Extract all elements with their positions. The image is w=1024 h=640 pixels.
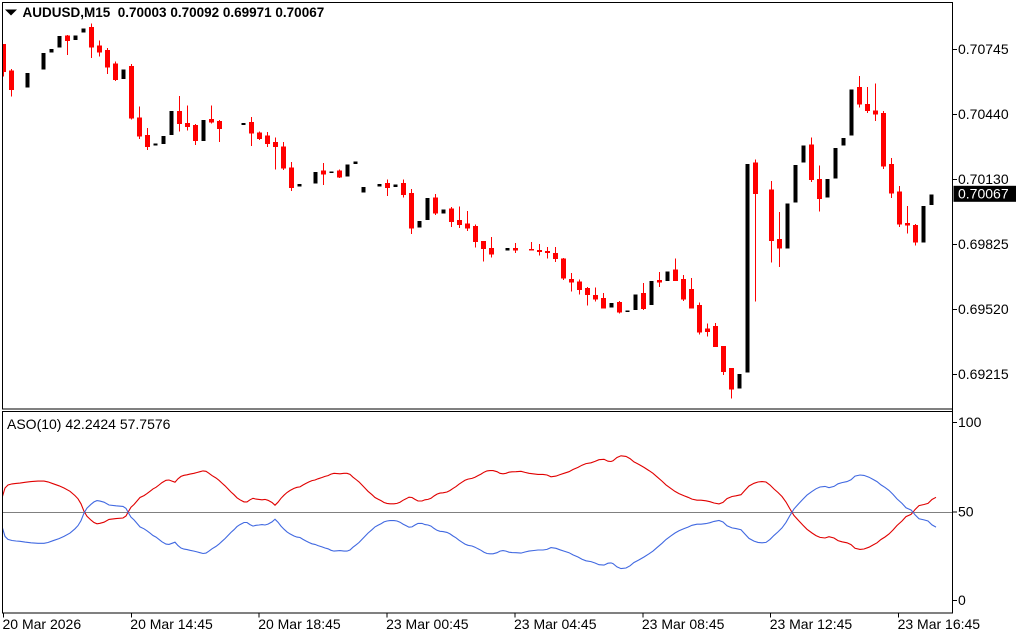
- svg-text:20 Mar 14:45: 20 Mar 14:45: [130, 616, 213, 632]
- svg-text:0.70067: 0.70067: [958, 185, 1009, 201]
- svg-text:0.69825: 0.69825: [958, 236, 1009, 252]
- svg-text:100: 100: [958, 414, 982, 430]
- svg-text:ASO(10) 42.2424 57.7576: ASO(10) 42.2424 57.7576: [7, 416, 171, 432]
- svg-text:0.70130: 0.70130: [958, 171, 1009, 187]
- svg-text:23 Mar 04:45: 23 Mar 04:45: [514, 616, 597, 632]
- svg-text:0: 0: [958, 592, 966, 608]
- svg-text:0.70440: 0.70440: [958, 106, 1009, 122]
- svg-text:0.69215: 0.69215: [958, 366, 1009, 382]
- svg-text:23 Mar 08:45: 23 Mar 08:45: [642, 616, 725, 632]
- svg-text:23 Mar 00:45: 23 Mar 00:45: [386, 616, 469, 632]
- svg-text:0.69520: 0.69520: [958, 301, 1009, 317]
- svg-text:20 Mar 18:45: 20 Mar 18:45: [258, 616, 341, 632]
- svg-text:AUDUSD,M15 0.70003 0.70092 0.: AUDUSD,M15 0.70003 0.70092 0.69971 0.700…: [23, 5, 325, 20]
- svg-text:0.70745: 0.70745: [958, 41, 1009, 57]
- svg-text:50: 50: [958, 504, 974, 520]
- svg-text:20 Mar 2026: 20 Mar 2026: [3, 616, 82, 632]
- svg-text:23 Mar 12:45: 23 Mar 12:45: [770, 616, 853, 632]
- svg-text:23 Mar 16:45: 23 Mar 16:45: [898, 616, 981, 632]
